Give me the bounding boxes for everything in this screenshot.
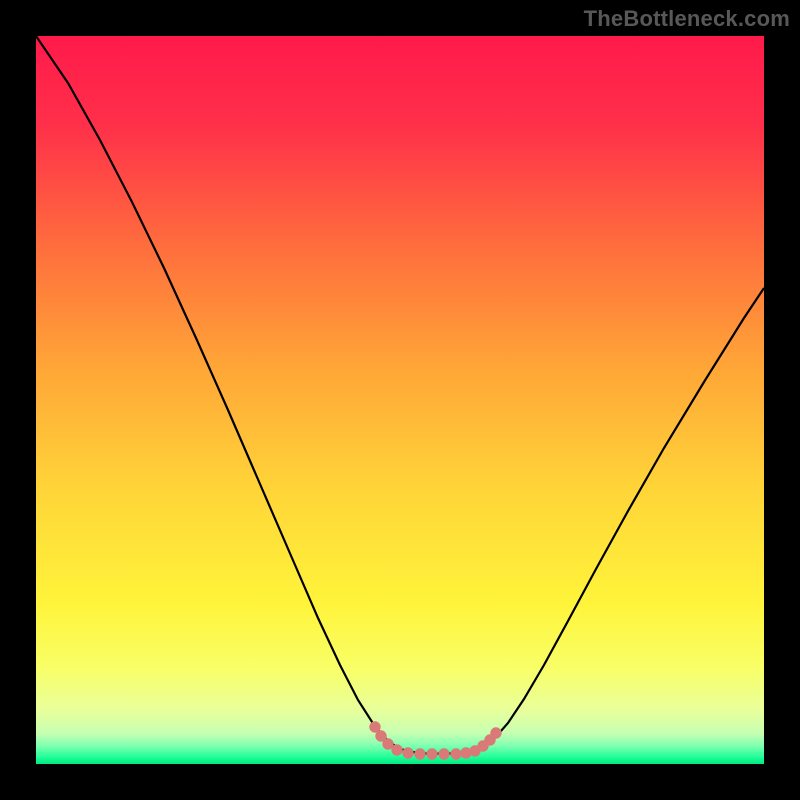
marker-point	[403, 748, 413, 758]
bottleneck-chart	[0, 0, 800, 800]
marker-point	[451, 749, 461, 759]
marker-point	[383, 739, 393, 749]
marker-point	[392, 745, 402, 755]
marker-point	[427, 749, 437, 759]
marker-point	[439, 749, 449, 759]
marker-point	[491, 728, 501, 738]
marker-point	[370, 722, 380, 732]
chart-container: TheBottleneck.com	[0, 0, 800, 800]
plot-background	[36, 36, 764, 764]
watermark-text: TheBottleneck.com	[584, 6, 790, 32]
marker-point	[415, 749, 425, 759]
